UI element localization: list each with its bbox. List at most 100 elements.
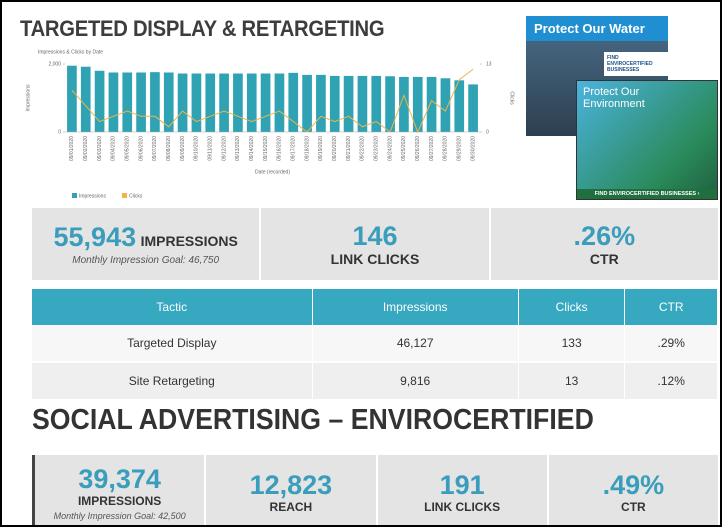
x-tick-label: 09/25/2020	[401, 136, 407, 161]
x-tick-label: 09/07/2020	[152, 136, 158, 161]
x-tick-label: 09/22/2020	[360, 136, 366, 161]
cell: 9,816	[312, 362, 518, 400]
y-axis-label: Impressions	[25, 84, 31, 111]
legend-label: Impressions	[79, 193, 106, 199]
x-tick-label: 09/12/2020	[221, 136, 227, 161]
bar	[247, 74, 257, 132]
bar	[302, 75, 312, 132]
bar	[288, 73, 298, 132]
x-tick-label: 09/19/2020	[318, 136, 324, 161]
bar	[178, 74, 188, 132]
stat-label: IMPRESSIONS	[78, 494, 161, 508]
x-tick-label: 09/17/2020	[291, 136, 297, 161]
x-tick-label: 09/16/2020	[277, 136, 283, 161]
stat-value: 12,823	[250, 470, 333, 500]
y2-tick-label: 13	[486, 61, 492, 67]
tactic-table: Tactic Impressions Clicks CTR Targeted D…	[32, 289, 718, 401]
x-tick-label: 09/08/2020	[166, 136, 172, 161]
stat-label: LINK CLICKS	[424, 500, 500, 514]
table-row: Site Retargeting 9,816 13 .12%	[32, 362, 718, 400]
table-row: Targeted Display 46,127 133 .29%	[32, 325, 718, 362]
x-tick-label: 09/13/2020	[235, 136, 241, 161]
bar	[316, 75, 326, 132]
stat: 55,943 IMPRESSIONS Monthly Impression Go…	[32, 208, 261, 280]
cell: 133	[518, 325, 625, 362]
bar	[468, 84, 478, 132]
x-tick-label: 09/21/2020	[346, 136, 352, 161]
bar	[81, 67, 91, 132]
cell: 46,127	[312, 325, 518, 362]
bar	[427, 77, 437, 132]
x-tick-label: 09/20/2020	[332, 136, 338, 161]
ad-cta: FIND ENVIROCERTIFIED BUSINESSES ›	[577, 189, 717, 199]
x-tick-label: 09/23/2020	[374, 136, 380, 161]
stat-value: 55,943	[54, 222, 137, 252]
stats-row: 39,374 IMPRESSIONS Monthly Impression Go…	[32, 455, 718, 527]
x-tick-label: 09/11/2020	[208, 136, 214, 161]
bar	[67, 66, 77, 132]
bar	[122, 73, 132, 133]
column-header: Tactic	[32, 289, 312, 325]
legend-swatch	[122, 193, 127, 198]
chart-title: Impressions & Clicks by Date	[38, 49, 103, 55]
ad-cta: FIND ENVIROCERTIFIED BUSINESSES	[604, 52, 668, 76]
stat: 12,823 REACH	[206, 455, 377, 527]
bar	[109, 73, 119, 133]
bar	[150, 72, 160, 132]
stats-row: 55,943 IMPRESSIONS Monthly Impression Go…	[32, 208, 718, 280]
y2-tick-label: 0	[486, 129, 489, 135]
stat-label: IMPRESSIONS	[141, 233, 238, 249]
x-tick-label: 09/03/2020	[97, 136, 103, 161]
bar	[205, 74, 215, 132]
x-tick-label: 09/02/2020	[83, 136, 89, 161]
x-tick-label: 09/30/2020	[470, 136, 476, 161]
bar	[344, 76, 354, 132]
stat-value: .49%	[603, 470, 665, 500]
bar	[441, 78, 451, 132]
stat-note: Monthly Impression Goal: 46,750	[72, 255, 219, 266]
x-tick-label: 09/26/2020	[415, 136, 421, 161]
x-tick-label: 09/04/2020	[111, 136, 117, 161]
stat: 39,374 IMPRESSIONS Monthly Impression Go…	[32, 455, 206, 527]
section-title: SOCIAL ADVERTISING – ENVIROCERTIFIED	[32, 404, 594, 437]
y-tick-label: 2,000	[48, 61, 61, 67]
bar	[95, 71, 105, 132]
stat: 146 LINK CLICKS	[261, 208, 490, 280]
y2-axis-label: Clicks	[509, 91, 515, 105]
bar	[275, 74, 285, 132]
ad-image: Protect Our Environment FIND ENVIROCERTI…	[576, 80, 718, 200]
column-header: Clicks	[518, 289, 625, 325]
stat-label: REACH	[270, 500, 313, 514]
stat-value: 191	[440, 470, 485, 500]
x-tick-label: 09/05/2020	[125, 136, 131, 161]
x-tick-label: 09/14/2020	[249, 136, 255, 161]
x-tick-label: 09/09/2020	[180, 136, 186, 161]
bar	[219, 74, 229, 132]
stat-value: 39,374	[78, 464, 161, 494]
x-tick-label: 09/01/2020	[69, 136, 75, 161]
chart: Impressions & Clicks by Date Impressions C…	[20, 46, 520, 204]
cell: .12%	[625, 362, 718, 400]
x-tick-label: 09/29/2020	[457, 136, 463, 161]
y-tick-label: 0	[58, 129, 61, 135]
x-tick-label: 09/24/2020	[387, 136, 393, 161]
cell: Site Retargeting	[32, 362, 312, 400]
table-header: Tactic Impressions Clicks CTR	[32, 289, 718, 325]
x-tick-label: 09/10/2020	[194, 136, 200, 161]
column-header: Impressions	[312, 289, 518, 325]
x-tick-label: 09/06/2020	[138, 136, 144, 161]
stat-label: CTR	[621, 500, 646, 514]
ad-headline: Protect Our Environment	[577, 81, 659, 115]
column-header: CTR	[625, 289, 718, 325]
stat: .49% CTR	[549, 455, 718, 527]
bar	[261, 74, 271, 132]
bar	[192, 74, 202, 132]
cell: 13	[518, 362, 625, 400]
stat: 191 LINK CLICKS	[378, 455, 549, 527]
x-tick-label: 09/18/2020	[304, 136, 310, 161]
stat-label: CTR	[590, 251, 619, 267]
stat-value: 146	[352, 221, 397, 251]
section-title: TARGETED DISPLAY & RETARGETING	[20, 16, 384, 42]
legend-label: Clicks	[129, 193, 143, 199]
x-tick-label: 09/28/2020	[443, 136, 449, 161]
